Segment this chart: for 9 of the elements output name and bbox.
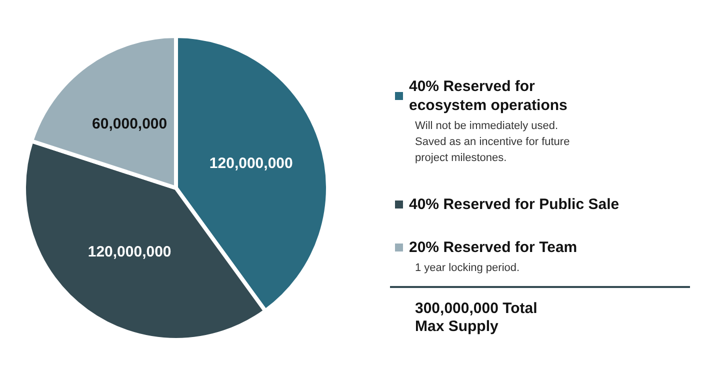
legend-label: 40% Reserved for ecosystem operations bbox=[409, 78, 568, 114]
text: 300,000,000 Total Max Supply bbox=[415, 300, 538, 336]
data-label: 120,000,000 bbox=[209, 155, 293, 172]
data-label: 120,000,000 bbox=[88, 243, 172, 260]
text: 1 year locking period. bbox=[415, 261, 521, 276]
legend-label: 40% Reserved for Public Sale bbox=[409, 196, 620, 213]
data-label: 60,000,000 bbox=[92, 116, 168, 133]
text: Will not be immediately used. Saved as an incentive for future project milestones. bbox=[415, 119, 571, 166]
legend-label: 20% Reserved for Team bbox=[409, 239, 578, 256]
